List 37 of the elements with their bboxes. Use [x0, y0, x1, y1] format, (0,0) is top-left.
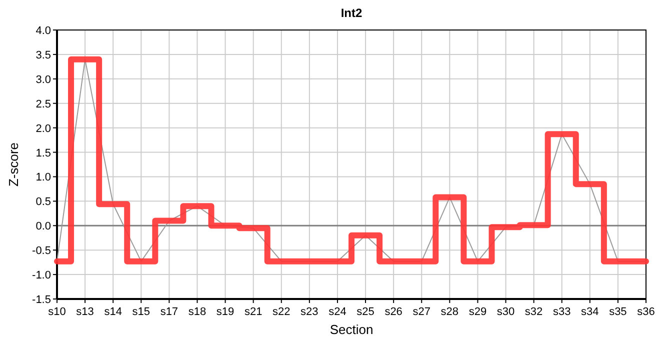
y-tick-label: 2.0 [36, 122, 51, 135]
x-tick-label: s35 [609, 306, 627, 318]
x-tick-label: s36 [637, 306, 655, 318]
y-tick-label: -1.0 [32, 270, 51, 282]
x-tick-label: s29 [468, 306, 487, 318]
x-tick-label: s14 [104, 306, 122, 318]
y-tick-label: 0.5 [36, 196, 51, 208]
y-tick-label: 3.5 [36, 49, 51, 62]
y-tick-label: 2.5 [36, 98, 51, 110]
x-tick-label: s22 [272, 306, 290, 318]
x-tick-label: s25 [356, 306, 374, 318]
x-tick-label: s26 [384, 306, 402, 318]
chart-title: Int2 [340, 6, 362, 20]
x-tick-label: s28 [440, 306, 459, 318]
x-tick-label: s15 [132, 306, 150, 318]
y-tick-label: 3.0 [36, 74, 51, 86]
y-tick-label: -1.5 [32, 294, 51, 306]
y-tick-label: -0.5 [32, 245, 51, 258]
x-tick-label: s27 [412, 306, 430, 318]
x-tick-label: s17 [160, 306, 178, 318]
x-tick-label: s19 [216, 306, 234, 318]
x-axis-title: Section [330, 322, 374, 337]
y-tick-label: 4.0 [36, 25, 51, 37]
y-tick-label: 1.0 [36, 172, 51, 184]
x-tick-label: s34 [581, 306, 599, 318]
y-tick-label: 1.5 [36, 147, 51, 160]
x-tick-label: s30 [496, 306, 515, 318]
x-tick-label: s24 [328, 306, 346, 318]
x-tick-label: s13 [76, 306, 94, 318]
x-tick-label: s23 [300, 306, 318, 318]
y-tick-label: 0.0 [36, 220, 51, 233]
y-axis-title: Z-score [6, 142, 21, 187]
x-tick-label: s10 [48, 306, 66, 318]
x-tick-label: s32 [524, 306, 543, 318]
x-tick-label: s33 [552, 306, 571, 318]
x-tick-label: s18 [188, 306, 206, 318]
x-tick-label: s21 [244, 306, 262, 318]
